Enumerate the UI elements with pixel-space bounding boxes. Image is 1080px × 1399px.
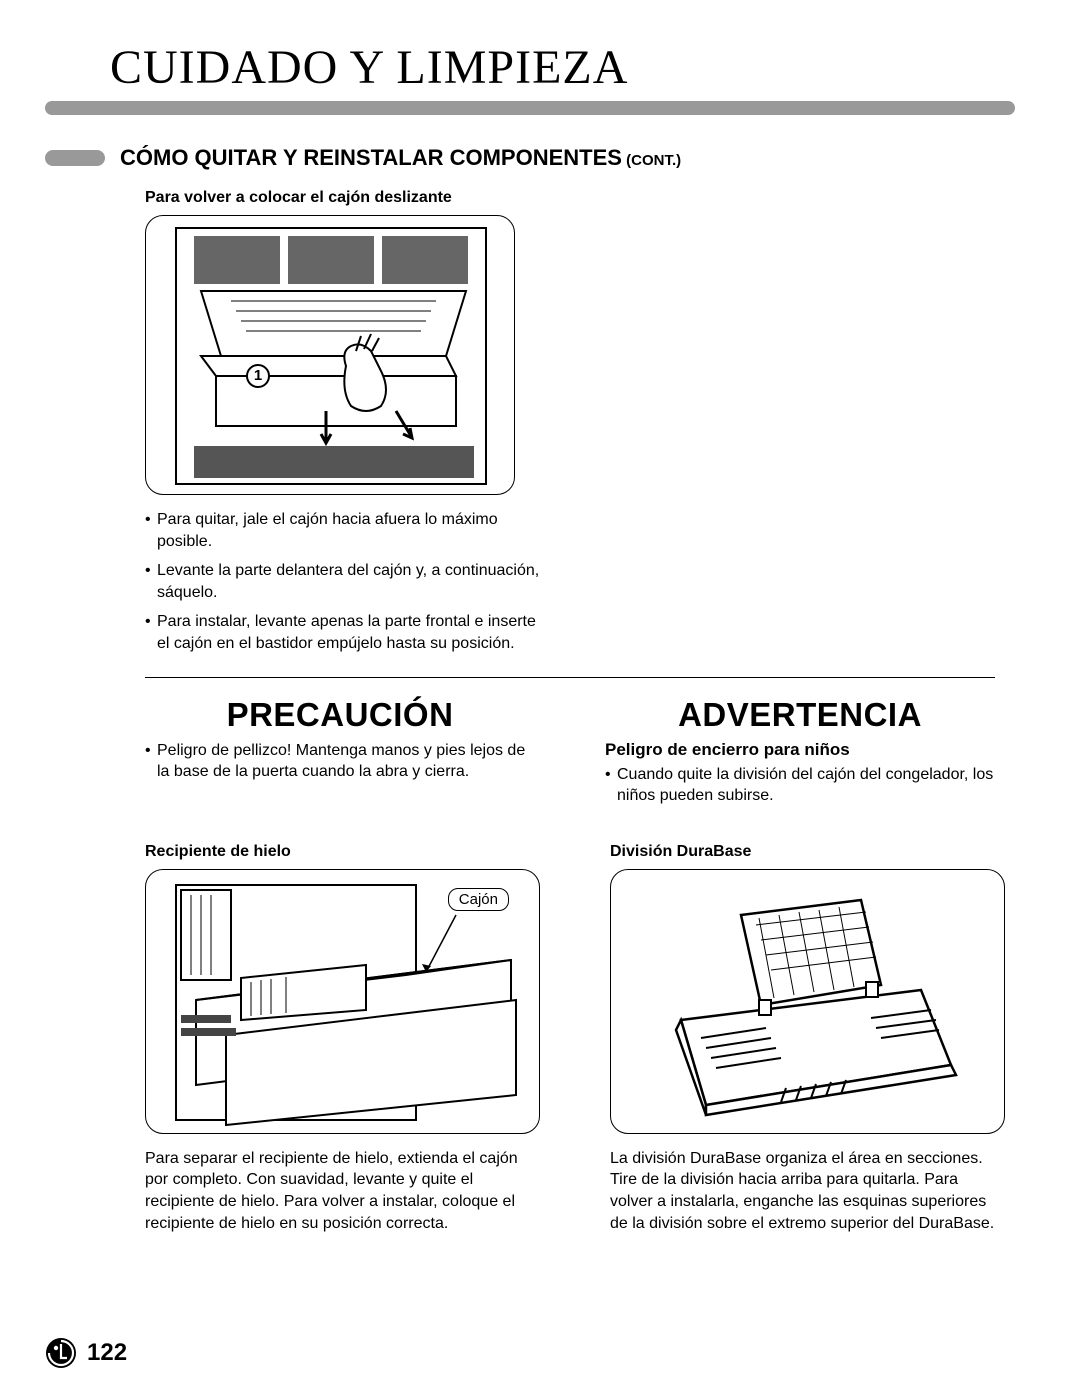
drawer-illustration xyxy=(146,216,515,495)
section-pill xyxy=(45,150,105,166)
drawer-heading: Para volver a colocar el cajón deslizant… xyxy=(145,189,995,207)
divider xyxy=(145,677,995,678)
durabase-text: La división DuraBase organiza el área en… xyxy=(610,1148,1005,1234)
page-title: CUIDADO Y LIMPIEZA xyxy=(110,40,1025,95)
header-bar xyxy=(45,101,1015,115)
section-heading-wrapper: CÓMO QUITAR Y REINSTALAR COMPONENTES (CO… xyxy=(120,145,681,171)
page-number: 122 xyxy=(87,1339,127,1367)
warning-subheading: Peligro de encierro para niños xyxy=(605,740,995,760)
durabase-heading: División DuraBase xyxy=(610,843,1005,861)
warning-bullet-list: Cuando quite la división del cajón del c… xyxy=(605,764,995,807)
ice-figure: Cajón xyxy=(145,869,540,1134)
drawer-figure: 1 xyxy=(145,215,515,495)
lg-logo-icon xyxy=(45,1337,77,1369)
warning-heading: ADVERTENCIA xyxy=(605,696,995,734)
caution-heading: PRECAUCIÓN xyxy=(145,696,535,734)
drawer-bullet: Para quitar, jale el cajón hacia afuera … xyxy=(145,509,545,552)
caution-bullet: Peligro de pellizco! Mantenga manos y pi… xyxy=(145,740,535,783)
drawer-bullet: Levante la parte delantera del cajón y, … xyxy=(145,560,545,603)
durabase-illustration xyxy=(611,870,1005,1134)
caution-bullet-list: Peligro de pellizco! Mantenga manos y pi… xyxy=(145,740,535,783)
drawer-bullet-list: Para quitar, jale el cajón hacia afuera … xyxy=(145,509,545,655)
durabase-figure xyxy=(610,869,1005,1134)
section-cont: (CONT.) xyxy=(622,152,681,169)
drawer-bullet: Para instalar, levante apenas la parte f… xyxy=(145,611,545,654)
ice-figure-label: Cajón xyxy=(448,888,509,911)
ice-heading: Recipiente de hielo xyxy=(145,843,540,861)
figure-callout-1: 1 xyxy=(246,364,270,388)
section-heading: CÓMO QUITAR Y REINSTALAR COMPONENTES xyxy=(120,145,622,170)
ice-text: Para separar el recipiente de hielo, ext… xyxy=(145,1148,540,1234)
warning-bullet: Cuando quite la división del cajón del c… xyxy=(605,764,995,807)
